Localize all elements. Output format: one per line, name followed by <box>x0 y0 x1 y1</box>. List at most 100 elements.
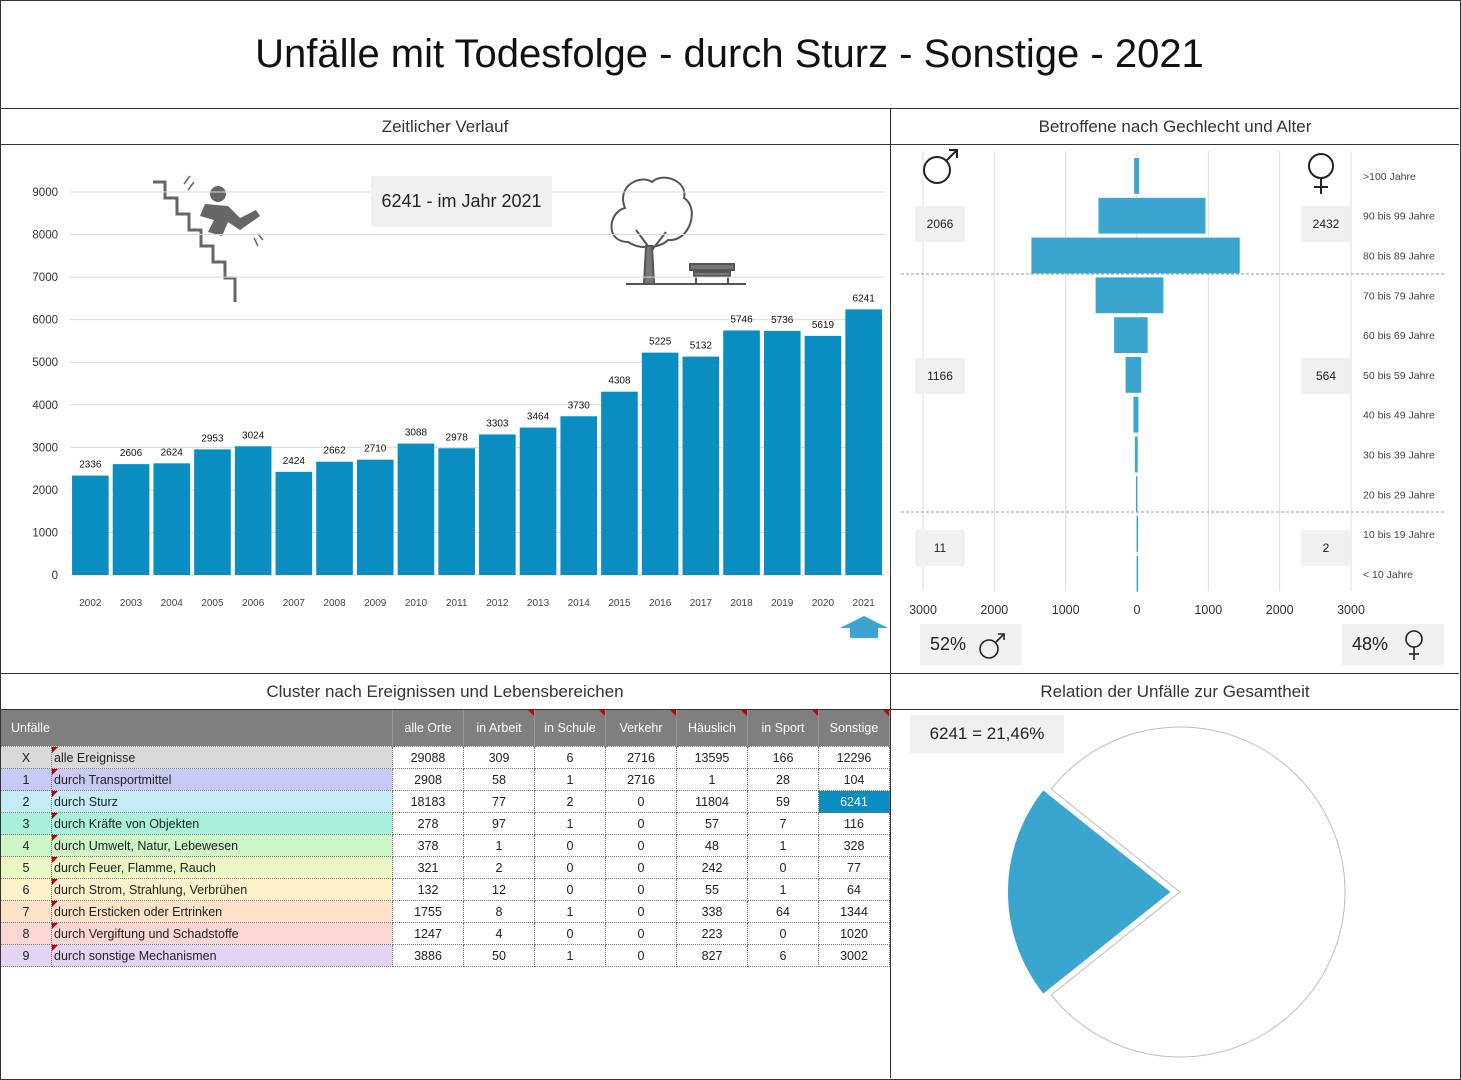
table-cell: 11804 <box>677 791 748 813</box>
bar <box>72 476 109 575</box>
table-cell: 3002 <box>819 945 890 967</box>
bar-value-label: 2978 <box>446 432 469 443</box>
table-row: 3 durch Kräfte von Objekten 278 97 1 0 57 7 116 <box>1 813 890 835</box>
table-cell: 50 <box>464 945 535 967</box>
table-cell: 378 <box>393 835 464 857</box>
table-cell: 0 <box>606 879 677 901</box>
timeline-heading: Zeitlicher Verlauf <box>0 109 890 145</box>
x-tick-label: 2004 <box>161 598 184 609</box>
age-category-label: 90 bis 99 Jahre <box>1363 211 1435 223</box>
bar <box>560 416 597 575</box>
table-cell: 1 <box>535 945 606 967</box>
table-cell: 28 <box>748 769 819 791</box>
x-tick-label: 2010 <box>405 598 428 609</box>
y-tick-label: 5000 <box>32 357 58 369</box>
male-share-value: 52% <box>930 634 966 655</box>
column-header: in Schule <box>535 710 606 747</box>
table-row: 6 durch Strom, Strahlung, Verbrühen 132 12 0… <box>1 879 890 901</box>
age-category-label: < 10 Jahre <box>1363 569 1413 581</box>
female-total-80-plus: 2432 <box>1301 206 1351 242</box>
table-cell: 1 <box>535 901 606 923</box>
x-tick-label: 2008 <box>323 598 346 609</box>
row-index: 4 <box>1 835 52 857</box>
age-category-label: 20 bis 29 Jahre <box>1363 489 1435 501</box>
table-cell: 18183 <box>393 791 464 813</box>
bar <box>194 449 231 575</box>
table-cell: 0 <box>606 813 677 835</box>
x-tick-label: 2018 <box>730 598 753 609</box>
table-cell: 12 <box>464 879 535 901</box>
bar-value-label: 3464 <box>527 412 550 423</box>
bar <box>316 462 353 575</box>
male-total-20-79: 1166 <box>915 358 965 394</box>
x-tick-label: 1000 <box>1052 603 1080 617</box>
x-tick-label: 2019 <box>771 598 794 609</box>
pyramid-heading: Betroffene nach Gechlecht und Alter <box>891 109 1459 145</box>
table-cell: 116 <box>819 813 890 835</box>
table-cell: 58 <box>464 769 535 791</box>
table-row: 7 durch Ersticken oder Ertrinken 1755 8 1 0 33… <box>1 901 890 923</box>
table-cell: 13595 <box>677 747 748 769</box>
row-label: durch Sturz <box>52 791 393 813</box>
x-tick-label: 2002 <box>79 598 102 609</box>
bar-value-label: 5736 <box>771 315 794 326</box>
bar <box>153 463 190 575</box>
bar <box>479 434 516 575</box>
table-header-row: Unfälle alle Orte in Arbeit in Schule Ve… <box>1 710 890 747</box>
table-cell: 59 <box>748 791 819 813</box>
pyramid-bar <box>1098 198 1205 234</box>
tree-and-bench-icon <box>612 178 747 284</box>
bar-value-label: 2662 <box>323 446 346 457</box>
cluster-table: Unfälle alle Orte in Arbeit in Schule Ve… <box>1 710 890 967</box>
table-row: 4 durch Umwelt, Natur, Lebewesen 378 1 0 0 48 1… <box>1 835 890 857</box>
pyramid-bar <box>1134 158 1139 194</box>
female-total-20-79: 564 <box>1301 358 1351 394</box>
y-tick-label: 3000 <box>32 442 58 454</box>
x-tick-label: 2003 <box>120 598 143 609</box>
cluster-heading: Cluster nach Ereignissen und Lebensberei… <box>0 674 890 710</box>
table-cell: 55 <box>677 879 748 901</box>
bar-value-label: 2710 <box>364 444 387 455</box>
row-index: 9 <box>1 945 52 967</box>
bar-value-label: 5746 <box>730 314 753 325</box>
bar-value-label: 3730 <box>568 400 591 411</box>
table-cell: 0 <box>606 923 677 945</box>
table-cell: 64 <box>819 879 890 901</box>
bar <box>235 446 272 575</box>
x-tick-label: 3000 <box>909 603 937 617</box>
x-tick-label: 2000 <box>980 603 1008 617</box>
row-label: durch Umwelt, Natur, Lebewesen <box>52 835 393 857</box>
table-cell: 2908 <box>393 769 464 791</box>
pyramid-bar <box>1133 397 1138 433</box>
table-cell: 1 <box>748 879 819 901</box>
row-index: X <box>1 747 52 769</box>
column-header: Unfälle <box>1 710 393 747</box>
x-tick-label: 2014 <box>568 598 591 609</box>
table-cell: 77 <box>464 791 535 813</box>
x-tick-label: 2020 <box>812 598 835 609</box>
column-header: Sonstige <box>819 710 890 747</box>
column-header: in Sport <box>748 710 819 747</box>
x-tick-label: 3000 <box>1337 603 1365 617</box>
table-cell: 1 <box>677 769 748 791</box>
table-cell: 2716 <box>606 769 677 791</box>
relation-pie-chart <box>1000 722 1360 1062</box>
table-cell: 6 <box>748 945 819 967</box>
y-tick-label: 4000 <box>32 400 58 412</box>
table-cell: 0 <box>606 791 677 813</box>
bar <box>845 309 882 575</box>
column-header: alle Orte <box>393 710 464 747</box>
bar-value-label: 2953 <box>201 433 224 444</box>
x-tick-label: 2013 <box>527 598 550 609</box>
table-cell: 64 <box>748 901 819 923</box>
table-cell: 1247 <box>393 923 464 945</box>
bar <box>601 392 638 575</box>
row-label: durch Transportmittel <box>52 769 393 791</box>
table-cell: 1 <box>535 769 606 791</box>
male-share-badge: 52% <box>920 624 1022 665</box>
table-cell: 4 <box>464 923 535 945</box>
row-index: 5 <box>1 857 52 879</box>
table-cell: 328 <box>819 835 890 857</box>
y-tick-label: 9000 <box>32 187 58 199</box>
current-year-arrow-icon <box>840 616 888 638</box>
